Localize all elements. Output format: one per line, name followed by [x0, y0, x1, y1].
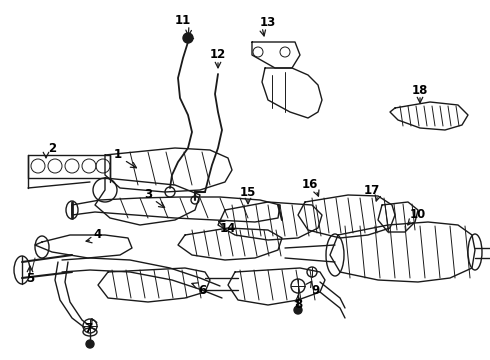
Polygon shape	[105, 148, 232, 192]
Circle shape	[183, 33, 193, 43]
Polygon shape	[35, 235, 132, 258]
Text: 8: 8	[294, 298, 302, 311]
Polygon shape	[262, 68, 322, 118]
Polygon shape	[330, 222, 475, 282]
Polygon shape	[390, 102, 468, 130]
Circle shape	[294, 306, 302, 314]
Text: 3: 3	[144, 189, 152, 202]
Text: 9: 9	[311, 284, 319, 297]
Circle shape	[86, 340, 94, 348]
Polygon shape	[178, 228, 282, 260]
Text: 15: 15	[240, 185, 256, 198]
Text: 6: 6	[198, 284, 206, 297]
Polygon shape	[378, 202, 418, 232]
Text: 14: 14	[220, 221, 236, 234]
Polygon shape	[98, 268, 210, 302]
Polygon shape	[72, 197, 280, 222]
Polygon shape	[218, 202, 322, 240]
Polygon shape	[298, 195, 395, 238]
Text: 2: 2	[48, 141, 56, 154]
Text: 16: 16	[302, 179, 318, 192]
Text: 11: 11	[175, 13, 191, 27]
Text: 5: 5	[26, 271, 34, 284]
Text: 10: 10	[410, 208, 426, 221]
Polygon shape	[228, 268, 325, 305]
Text: 1: 1	[114, 148, 122, 162]
Polygon shape	[28, 155, 110, 178]
Text: 17: 17	[364, 184, 380, 197]
Text: 18: 18	[412, 84, 428, 96]
Text: 13: 13	[260, 15, 276, 28]
Polygon shape	[95, 178, 200, 225]
Text: 4: 4	[94, 229, 102, 242]
Polygon shape	[252, 42, 300, 68]
Text: 7: 7	[84, 321, 92, 334]
Text: 12: 12	[210, 49, 226, 62]
